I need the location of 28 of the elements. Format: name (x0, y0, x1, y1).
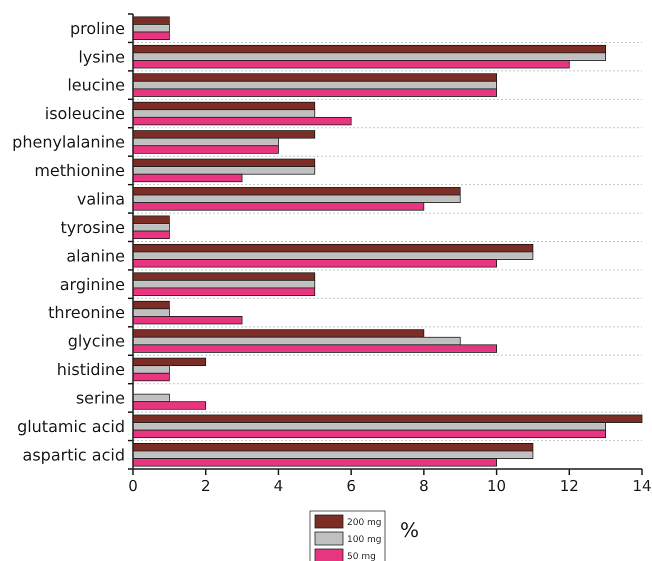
y-tick-label: valina (76, 189, 125, 208)
x-tick-label: 4 (274, 477, 284, 495)
y-tick-label: methionine (34, 161, 125, 180)
y-tick-label: serine (76, 388, 125, 408)
y-tick-label: tyrosine (60, 218, 125, 237)
x-tick-label: 14 (632, 477, 652, 495)
x-tick-label: 0 (128, 477, 138, 495)
y-tick-label: glutamic acid (17, 416, 125, 436)
y-tick-label: threonine (48, 303, 125, 322)
x-tick-label: 10 (487, 477, 506, 495)
legend-label: 100 mg (347, 535, 382, 545)
y-tick-label: aspartic acid (22, 445, 125, 464)
x-tick-label: 6 (346, 477, 356, 495)
x-axis-title: % (400, 518, 420, 542)
y-tick-label: lysine (78, 47, 125, 66)
y-tick-label: histidine (56, 360, 125, 380)
y-tick-label: leucine (67, 76, 125, 95)
y-tick-label: phenylalanine (12, 132, 125, 152)
legend-label: 200 mg (347, 518, 382, 528)
x-tick-label: 8 (419, 477, 429, 495)
y-tick-label: isoleucine (44, 104, 125, 124)
x-tick-label: 2 (200, 477, 210, 495)
x-tick-label: 12 (560, 477, 579, 495)
legend-label: 50 mg (347, 552, 376, 561)
y-tick-label: alanine (66, 246, 125, 266)
y-tick-label: glycine (68, 332, 125, 351)
y-tick-label: arginine (60, 274, 125, 294)
y-tick-label: proline (70, 18, 125, 38)
